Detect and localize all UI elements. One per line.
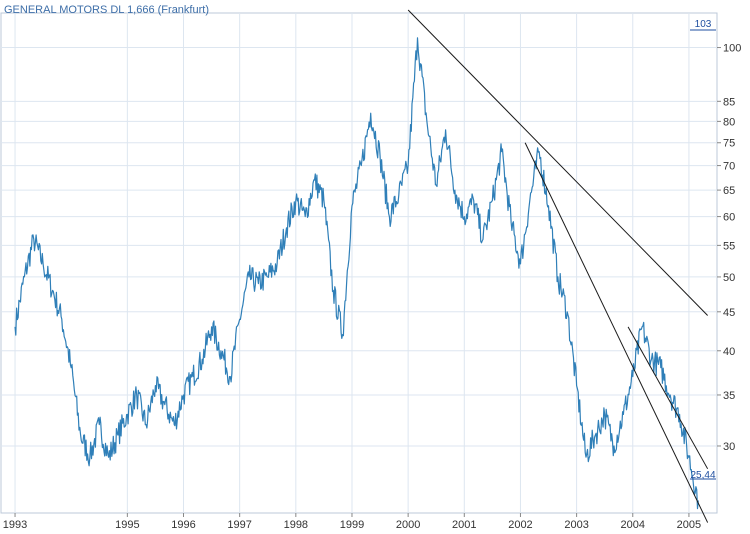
y-tick-label: 35 — [723, 390, 735, 402]
x-tick-label: 1998 — [284, 519, 308, 531]
trendline — [407, 9, 708, 316]
y-axis: 30 35 40 45 50 55 60 65 70 75 80 85 100 — [717, 43, 741, 453]
x-tick-label: 1999 — [340, 519, 364, 531]
x-tick-label: 2001 — [452, 519, 476, 531]
y-tick-label: 70 — [723, 161, 735, 173]
series-line — [14, 37, 699, 510]
chart-title: GENERAL MOTORS DL 1,666 (Frankfurt) — [4, 4, 209, 16]
plot-area — [0, 12, 718, 514]
y-tick-label: 45 — [723, 307, 735, 319]
x-tick-label: 2000 — [396, 519, 420, 531]
y-tick-label: 100 — [723, 43, 741, 55]
x-tick-label: 1995 — [115, 519, 139, 531]
last-value-box: 25,44 — [690, 470, 716, 481]
y-tick-label: 50 — [723, 272, 735, 284]
y-tick-label: 60 — [723, 212, 735, 224]
x-tick-label: 2002 — [508, 519, 532, 531]
y-tick-label: 30 — [723, 441, 735, 453]
x-tick-label: 1993 — [3, 519, 27, 531]
x-tick-label: 2003 — [564, 519, 588, 531]
x-tick-label: 1996 — [171, 519, 195, 531]
y-tick-label: 85 — [723, 96, 735, 108]
y-tick-label: 75 — [723, 138, 735, 150]
last-value-label: 25,44 — [690, 470, 715, 481]
grid — [1, 13, 717, 513]
y-tick-label: 40 — [723, 346, 735, 358]
y-tick-label: 65 — [723, 185, 735, 197]
max-value-label: 103 — [695, 19, 712, 30]
x-tick-label: 2004 — [621, 519, 645, 531]
trendlines — [407, 9, 709, 523]
price-series — [14, 37, 699, 510]
y-tick-label: 55 — [723, 240, 735, 252]
x-axis: 1993 1995 1996 1997 1998 1999 2000 2001 2002 2003… — [3, 513, 701, 531]
trendline — [524, 142, 709, 523]
x-tick-label: 1997 — [227, 519, 251, 531]
x-tick-label: 2005 — [677, 519, 701, 531]
max-value-box: 103 — [690, 19, 716, 31]
trendline — [627, 326, 709, 470]
y-tick-label: 80 — [723, 116, 735, 128]
